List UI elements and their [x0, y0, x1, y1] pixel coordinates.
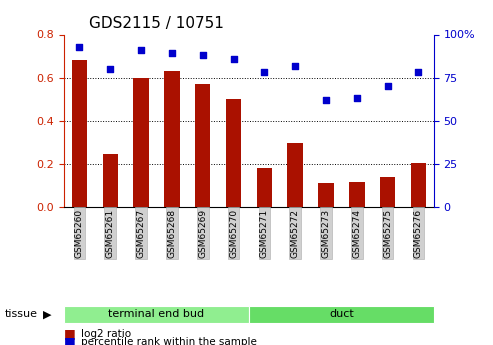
- Text: ■: ■: [64, 327, 76, 341]
- Bar: [287, 144, 303, 207]
- Bar: [257, 168, 272, 207]
- Bar: [72, 60, 87, 207]
- Point: [199, 52, 207, 58]
- Point: [384, 83, 391, 89]
- Text: GSM65261: GSM65261: [106, 209, 115, 258]
- Text: percentile rank within the sample: percentile rank within the sample: [81, 337, 257, 345]
- Text: tissue: tissue: [5, 309, 38, 319]
- Text: GSM65275: GSM65275: [383, 209, 392, 258]
- Text: GSM65274: GSM65274: [352, 209, 361, 258]
- Point: [168, 51, 176, 56]
- Point: [353, 96, 361, 101]
- Text: terminal end bud: terminal end bud: [108, 309, 205, 319]
- Bar: [134, 78, 149, 207]
- Text: GSM65268: GSM65268: [168, 209, 176, 258]
- Bar: [349, 182, 364, 207]
- Bar: [103, 154, 118, 207]
- Bar: [164, 71, 179, 207]
- Text: GSM65270: GSM65270: [229, 209, 238, 258]
- Bar: [318, 183, 334, 207]
- Text: GSM65276: GSM65276: [414, 209, 423, 258]
- Text: GDS2115 / 10751: GDS2115 / 10751: [89, 16, 224, 30]
- Point: [322, 97, 330, 103]
- Text: ■: ■: [64, 335, 76, 345]
- Point: [260, 70, 268, 75]
- Bar: [411, 163, 426, 207]
- Text: GSM65272: GSM65272: [291, 209, 300, 258]
- Text: GSM65260: GSM65260: [75, 209, 84, 258]
- Bar: [380, 177, 395, 207]
- Text: GSM65273: GSM65273: [321, 209, 330, 258]
- Text: log2 ratio: log2 ratio: [81, 329, 132, 339]
- Point: [75, 44, 83, 49]
- Text: GSM65271: GSM65271: [260, 209, 269, 258]
- Point: [137, 47, 145, 53]
- Text: GSM65267: GSM65267: [137, 209, 145, 258]
- Bar: [195, 84, 211, 207]
- Text: GSM65269: GSM65269: [198, 209, 207, 258]
- Text: duct: duct: [329, 309, 354, 319]
- Point: [291, 63, 299, 68]
- Point: [415, 70, 423, 75]
- Point: [230, 56, 238, 61]
- Point: [106, 66, 114, 72]
- Text: ▶: ▶: [42, 309, 51, 319]
- Bar: [226, 99, 241, 207]
